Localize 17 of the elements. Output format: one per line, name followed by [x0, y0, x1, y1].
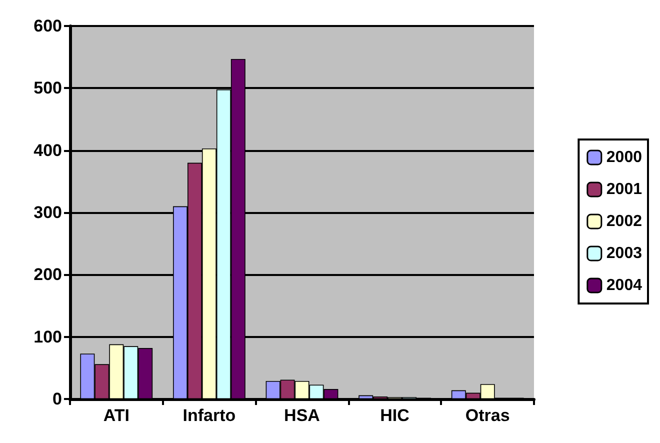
- x-tick-label: Otras: [465, 406, 510, 425]
- legend-label: 2002: [606, 213, 642, 230]
- y-tick-label: 500: [34, 78, 62, 98]
- x-tick-label: ATI: [103, 406, 130, 425]
- legend-label: 2001: [606, 181, 642, 198]
- y-tick-label: 600: [34, 16, 62, 36]
- legend-label: 2000: [606, 149, 642, 166]
- x-tick-label: Infarto: [182, 406, 236, 425]
- y-tick-label: 0: [52, 390, 62, 408]
- y-tick-label: 300: [34, 203, 62, 222]
- x-tick-label: HSA: [284, 406, 320, 425]
- y-tick-label: 400: [34, 140, 62, 160]
- legend-label: 2004: [606, 277, 642, 294]
- y-tick-label: 200: [34, 265, 62, 284]
- legend-label: 2003: [606, 245, 642, 262]
- y-tick-label: 100: [34, 327, 62, 346]
- x-tick-label: HIC: [380, 406, 410, 425]
